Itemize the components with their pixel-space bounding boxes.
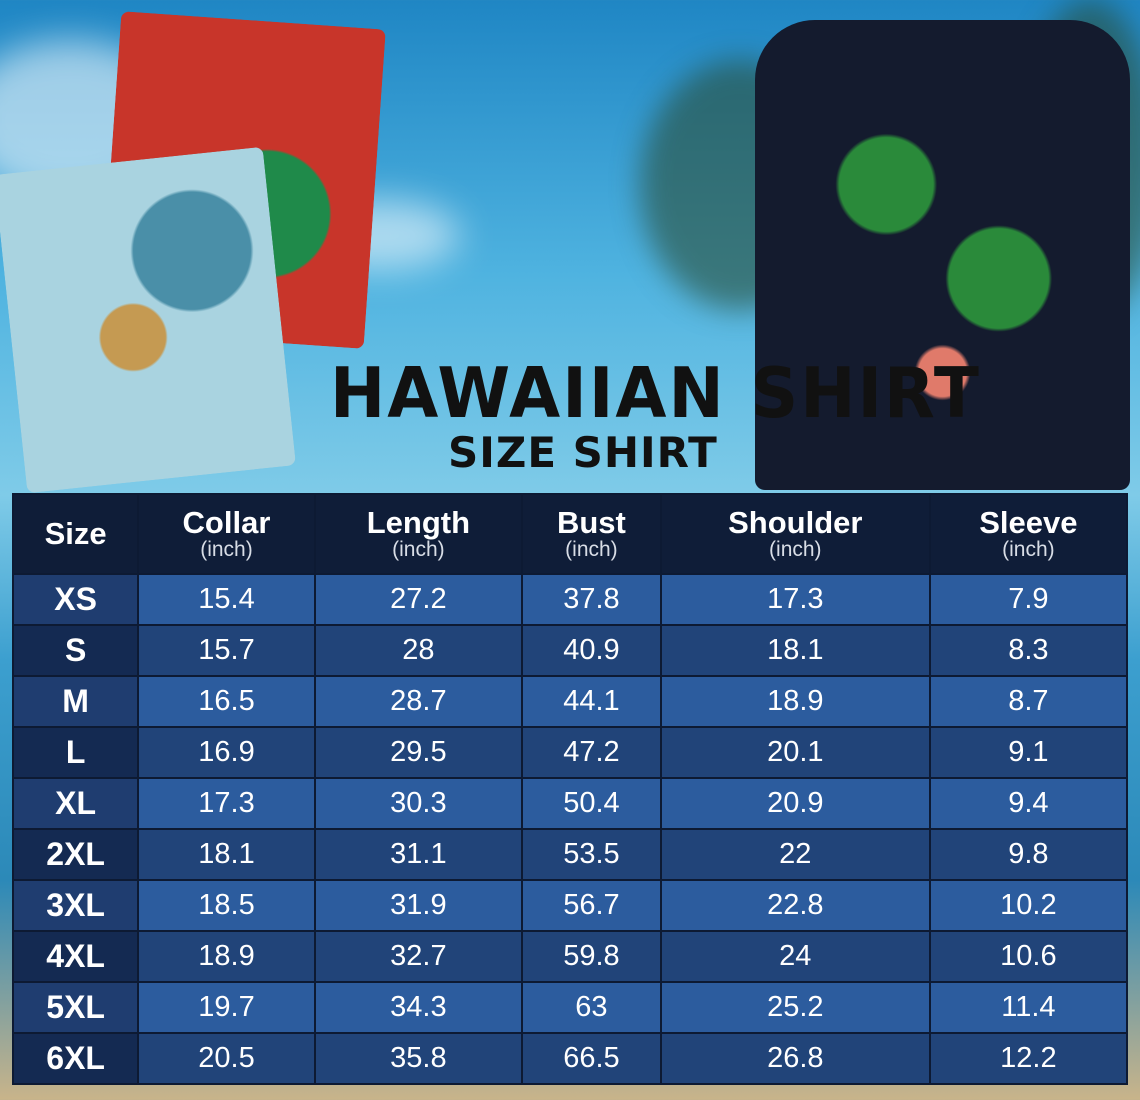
column-header-sleeve: Sleeve (inch) (930, 495, 1126, 573)
measurement-cell: 63 (522, 983, 660, 1032)
column-label: Size (44, 515, 107, 551)
measurement-cell: 17.3 (139, 779, 314, 828)
size-cell: 5XL (14, 983, 138, 1032)
measurement-cell: 53.5 (522, 830, 660, 879)
measurement-cell: 9.8 (930, 830, 1126, 879)
table-row: 4XL 18.9 32.7 59.8 24 10.6 (14, 932, 1126, 981)
blue-hawaiian-shirt-image (0, 146, 296, 494)
size-cell: XL (14, 779, 138, 828)
column-unit: (inch) (769, 538, 822, 562)
measurement-cell: 25.2 (661, 983, 929, 1032)
column-label: Length (366, 504, 471, 540)
measurement-cell: 59.8 (522, 932, 660, 981)
man-flamingo-shirt-image (755, 20, 1130, 490)
measurement-cell: 31.1 (315, 830, 521, 879)
table-row: XS 15.4 27.2 37.8 17.3 7.9 (14, 575, 1126, 624)
column-unit: (inch) (200, 538, 253, 562)
measurement-cell: 20.1 (661, 728, 929, 777)
size-cell: 3XL (14, 881, 138, 930)
size-cell: XS (14, 575, 138, 624)
column-unit: (inch) (565, 538, 618, 562)
measurement-cell: 18.5 (139, 881, 314, 930)
measurement-cell: 7.9 (930, 575, 1126, 624)
measurement-cell: 22 (661, 830, 929, 879)
measurement-cell: 34.3 (315, 983, 521, 1032)
measurement-cell: 50.4 (522, 779, 660, 828)
table-header-row: Size Collar (inch) Length (inch) Bust (inch) Sh… (14, 495, 1126, 573)
measurement-cell: 30.3 (315, 779, 521, 828)
measurement-cell: 10.2 (930, 881, 1126, 930)
measurement-cell: 8.7 (930, 677, 1126, 726)
measurement-cell: 66.5 (522, 1034, 660, 1083)
page-subtitle: SIZE SHIRT (448, 428, 718, 477)
measurement-cell: 37.8 (522, 575, 660, 624)
table-row: S 15.7 28 40.9 18.1 8.3 (14, 626, 1126, 675)
size-cell: L (14, 728, 138, 777)
table-row: 2XL 18.1 31.1 53.5 22 9.8 (14, 830, 1126, 879)
measurement-cell: 29.5 (315, 728, 521, 777)
measurement-cell: 20.5 (139, 1034, 314, 1083)
measurement-cell: 31.9 (315, 881, 521, 930)
size-cell: M (14, 677, 138, 726)
column-label: Bust (556, 504, 626, 540)
column-header-length: Length (inch) (315, 495, 521, 573)
column-label: Collar (182, 504, 271, 540)
size-chart-table: Size Collar (inch) Length (inch) Bust (inch) Sh… (12, 493, 1128, 1085)
table-row: 6XL 20.5 35.8 66.5 26.8 12.2 (14, 1034, 1126, 1083)
measurement-cell: 27.2 (315, 575, 521, 624)
measurement-cell: 26.8 (661, 1034, 929, 1083)
page-title: HAWAIIAN SHIRT (330, 353, 981, 434)
measurement-cell: 15.4 (139, 575, 314, 624)
table-row: 3XL 18.5 31.9 56.7 22.8 10.2 (14, 881, 1126, 930)
column-header-size: Size (14, 495, 138, 573)
measurement-cell: 16.5 (139, 677, 314, 726)
measurement-cell: 28.7 (315, 677, 521, 726)
measurement-cell: 17.3 (661, 575, 929, 624)
size-cell: 4XL (14, 932, 138, 981)
measurement-cell: 20.9 (661, 779, 929, 828)
measurement-cell: 8.3 (930, 626, 1126, 675)
measurement-cell: 18.9 (139, 932, 314, 981)
table-row: L 16.9 29.5 47.2 20.1 9.1 (14, 728, 1126, 777)
size-cell: S (14, 626, 138, 675)
column-header-shoulder: Shoulder (inch) (661, 495, 929, 573)
measurement-cell: 9.4 (930, 779, 1126, 828)
column-unit: (inch) (392, 538, 445, 562)
measurement-cell: 10.6 (930, 932, 1126, 981)
column-header-bust: Bust (inch) (522, 495, 660, 573)
measurement-cell: 12.2 (930, 1034, 1126, 1083)
column-unit: (inch) (1002, 538, 1055, 562)
column-header-collar: Collar (inch) (139, 495, 314, 573)
column-label: Sleeve (979, 504, 1078, 540)
measurement-cell: 16.9 (139, 728, 314, 777)
measurement-cell: 18.1 (661, 626, 929, 675)
measurement-cell: 40.9 (522, 626, 660, 675)
size-cell: 6XL (14, 1034, 138, 1083)
measurement-cell: 19.7 (139, 983, 314, 1032)
measurement-cell: 24 (661, 932, 929, 981)
measurement-cell: 11.4 (930, 983, 1126, 1032)
measurement-cell: 35.8 (315, 1034, 521, 1083)
measurement-cell: 56.7 (522, 881, 660, 930)
table-row: 5XL 19.7 34.3 63 25.2 11.4 (14, 983, 1126, 1032)
measurement-cell: 9.1 (930, 728, 1126, 777)
table-row: XL 17.3 30.3 50.4 20.9 9.4 (14, 779, 1126, 828)
measurement-cell: 18.1 (139, 830, 314, 879)
table-row: M 16.5 28.7 44.1 18.9 8.7 (14, 677, 1126, 726)
measurement-cell: 15.7 (139, 626, 314, 675)
measurement-cell: 22.8 (661, 881, 929, 930)
measurement-cell: 18.9 (661, 677, 929, 726)
measurement-cell: 28 (315, 626, 521, 675)
size-cell: 2XL (14, 830, 138, 879)
column-label: Shoulder (728, 504, 863, 540)
measurement-cell: 32.7 (315, 932, 521, 981)
measurement-cell: 44.1 (522, 677, 660, 726)
measurement-cell: 47.2 (522, 728, 660, 777)
